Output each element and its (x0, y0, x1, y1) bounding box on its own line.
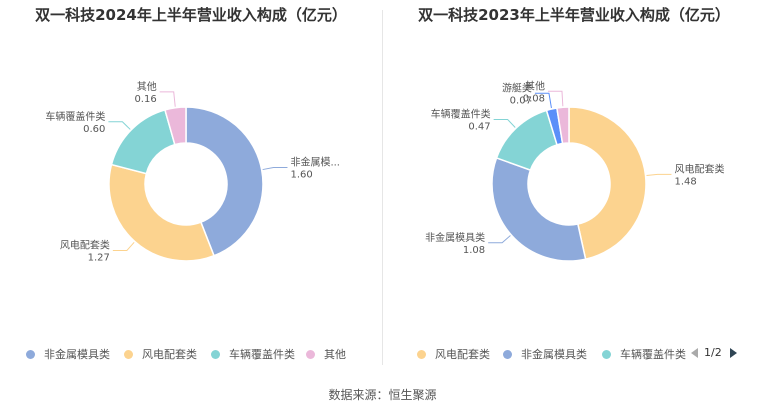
pie-slice (491, 156, 587, 262)
slice-label: 其他 (525, 79, 545, 92)
label-leader-line (534, 92, 552, 109)
pie-slice (108, 163, 215, 262)
pie-slice (110, 109, 176, 175)
legend-item[interactable]: 非金属模具类 (503, 346, 587, 362)
chart-panel-2023: 双一科技2023年上半年营业收入构成（亿元） 风电配套类 1.48 非金属模具类 1.… (383, 0, 765, 375)
legend-label: 风电配套类 (142, 348, 197, 361)
slice-value-label: 0.16 (134, 94, 156, 105)
slice-value-label: 1.08 (463, 245, 485, 256)
legend-page-indicator: 1/2 (704, 346, 722, 359)
legend-marker (124, 349, 133, 359)
label-leader-line (547, 90, 564, 107)
data-source: 数据来源：恒生聚源 (328, 388, 437, 402)
legend-label: 车辆覆盖件类 (229, 348, 295, 361)
chevron-right-icon[interactable] (729, 347, 737, 358)
legend-pager: 1/2 (691, 346, 737, 359)
panel-divider (382, 10, 383, 365)
legend-marker (417, 349, 426, 359)
legend-item[interactable]: 非金属模具类 (26, 346, 110, 362)
label-leader-line (646, 173, 672, 177)
slice-value-label: 0.47 (468, 122, 490, 133)
legend-marker (306, 349, 315, 359)
label-leader-line (108, 121, 131, 130)
pie-slice (556, 106, 570, 145)
chart-title: 双一科技2023年上半年营业收入构成（亿元） (418, 6, 730, 24)
slice-value-label: 0.07 (510, 95, 532, 106)
slice-label: 风电配套类 (60, 238, 110, 251)
legend-item[interactable]: 车辆覆盖件类 (602, 346, 686, 362)
slice-value-label: 1.27 (88, 252, 110, 263)
slice-value-label: 0.60 (83, 124, 105, 135)
legend-label: 其他 (324, 348, 346, 361)
label-leader-line (112, 241, 135, 251)
slice-label: 游艇类 (502, 81, 532, 94)
slice-value-label: 1.48 (674, 176, 696, 187)
label-leader-line (262, 167, 288, 171)
legend-marker (602, 349, 611, 359)
legend-item[interactable]: 车辆覆盖件类 (211, 346, 295, 362)
pie-slice (185, 106, 264, 257)
pie-slice (164, 106, 187, 146)
legend: 风电配套类 非金属模具类 车辆覆盖件类 1/2 (383, 346, 765, 364)
legend-marker (211, 349, 220, 359)
chevron-left-icon[interactable] (691, 347, 698, 358)
chart-panel-2024: 双一科技2024年上半年营业收入构成（亿元） 非金属模... 1.60 风电配套类 1… (0, 0, 382, 375)
slice-label: 非金属模... (290, 156, 340, 169)
slice-label: 非金属模具类 (425, 231, 485, 244)
slice-value-label: 0.08 (523, 93, 545, 104)
label-leader-line (488, 235, 511, 244)
label-leader-line (159, 91, 176, 107)
chart-title: 双一科技2024年上半年营业收入构成（亿元） (35, 6, 347, 24)
legend-label: 车辆覆盖件类 (620, 348, 686, 361)
slice-label: 其他 (137, 80, 157, 93)
legend-label: 非金属模具类 (521, 348, 587, 361)
legend-marker (26, 349, 35, 359)
legend-label: 风电配套类 (435, 348, 490, 361)
label-leader-line (493, 119, 516, 128)
legend: 非金属模具类 风电配套类 车辆覆盖件类 其他 (0, 346, 382, 364)
pie-slice (568, 106, 647, 261)
legend-item[interactable]: 风电配套类 (124, 346, 197, 362)
slice-label: 风电配套类 (674, 162, 724, 175)
legend-item[interactable]: 风电配套类 (417, 346, 490, 362)
legend-item[interactable]: 其他 (306, 346, 346, 362)
slice-value-label: 1.60 (290, 170, 312, 181)
slice-label: 车辆覆盖件类 (45, 110, 105, 123)
legend-marker (503, 349, 512, 359)
legend-label: 非金属模具类 (44, 348, 110, 361)
slice-label: 车辆覆盖件类 (431, 108, 491, 121)
